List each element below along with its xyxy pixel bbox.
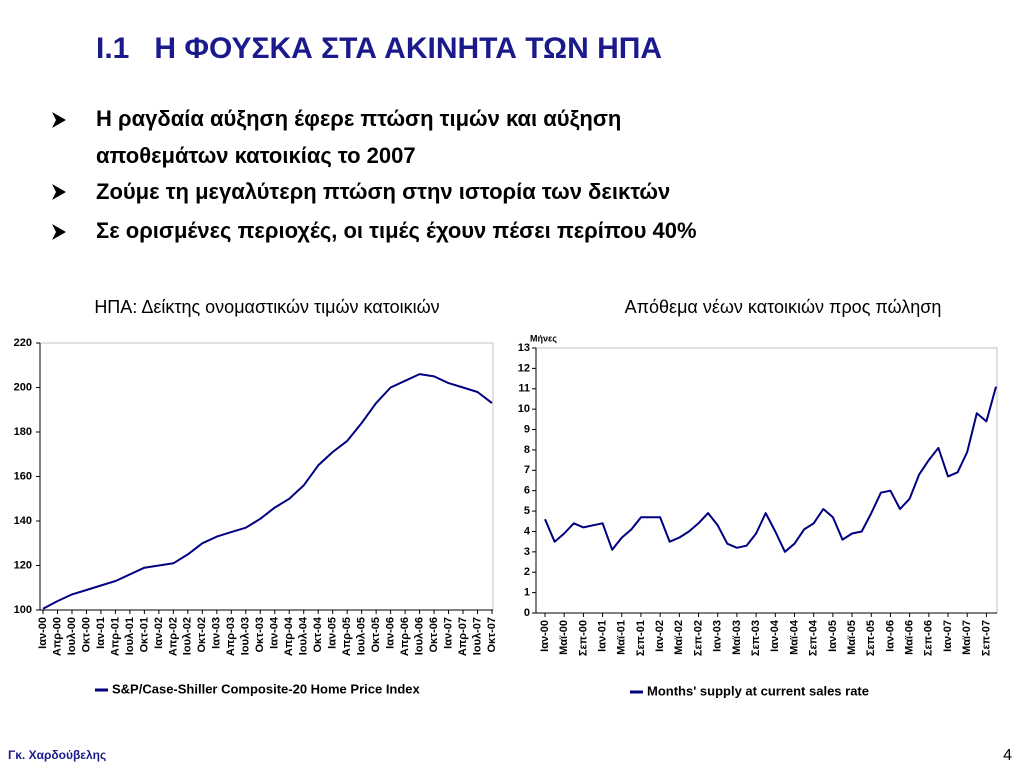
y-tick-label: 11 [518, 383, 530, 395]
x-tick-label: Μαϊ-05 [846, 620, 858, 655]
x-tick-label: Οκτ-03 [254, 617, 266, 653]
x-tick-label: Ιαν-03 [712, 620, 724, 652]
x-tick-label: Απρ-05 [341, 617, 353, 656]
data-line [42, 373, 493, 610]
x-tick-label: Μαϊ-00 [558, 620, 570, 655]
x-tick-label: Ιαν-01 [597, 620, 609, 652]
legend-label: Months' supply at current sales rate [647, 683, 869, 698]
y-tick-label: 8 [524, 444, 530, 456]
x-tick-label: Ιαν-06 [884, 620, 896, 652]
x-tick-label: Οκτ-00 [80, 617, 92, 653]
chart-title: ΗΠΑ: Δείκτης ονομαστικών τιμών κατοικιών [94, 297, 439, 317]
x-tick-label: Ιουλ-05 [356, 617, 368, 655]
y-tick-label: 9 [524, 423, 530, 435]
footer: Γκ. Χαρδούβελης [8, 748, 106, 762]
x-tick-label: Σεπ-00 [577, 620, 589, 656]
y-tick-label: 6 [524, 485, 530, 497]
x-tick-label: Ιαν-02 [153, 617, 165, 649]
x-tick-label: Ιαν-04 [269, 616, 281, 649]
y-tick-label: 5 [524, 505, 530, 517]
x-tick-label: Απρ-01 [109, 617, 121, 656]
x-tick-label: Μαϊ-01 [616, 620, 628, 655]
bullet-text: αποθεμάτων κατοικίας το 2007 [96, 143, 416, 168]
y-tick-label: 4 [524, 525, 531, 537]
x-tick-label: Ιαν-07 [442, 617, 454, 649]
bullet-arrow [52, 112, 66, 128]
x-tick-label: Απρ-03 [225, 617, 237, 656]
y-tick-label: 160 [14, 470, 32, 482]
y-tick-label: 220 [14, 337, 32, 349]
x-tick-label: Απρ-00 [51, 617, 63, 656]
x-tick-label: Οκτ-06 [428, 617, 440, 653]
bullet-icons [52, 112, 66, 240]
plot-area [535, 347, 998, 614]
x-tick-label: Μαϊ-04 [788, 619, 800, 655]
bullet-text: Σε ορισμένες περιοχές, οι τιμές έχουν πέ… [96, 218, 697, 243]
x-tick-label: Απρ-02 [167, 617, 179, 656]
x-tick-label: Ιαν-01 [95, 617, 107, 649]
x-tick-label: Σεπ-04 [808, 619, 820, 656]
legend-label: S&P/Case-Shiller Composite-20 Home Price… [112, 681, 421, 696]
x-tick-label: Σεπ-07 [980, 620, 992, 656]
bullet-arrow [52, 184, 66, 200]
x-tick-label: Μαϊ-02 [673, 620, 685, 655]
x-tick-label: Ιαν-05 [327, 617, 339, 649]
y-tick-label: 100 [14, 604, 32, 616]
bullet-text: Η ραγδαία αύξηση έφερε πτώση τιμών και α… [96, 106, 621, 131]
x-tick-label: Ιαν-00 [539, 620, 551, 652]
slide-title: I.1 Η ΦΟΥΣΚΑ ΣΤΑ ΑΚΙΝΗΤΑ ΤΩΝ ΗΠΑ [96, 32, 662, 65]
x-tick-label: Ιουλ-06 [414, 617, 426, 655]
x-tick-label: Ιουλ-01 [124, 617, 136, 655]
x-tick-label: Σεπ-03 [750, 620, 762, 656]
x-tick-label: Οκτ-04 [312, 616, 324, 652]
x-tick-label: Ιουλ-03 [240, 617, 252, 655]
x-tick-label: Σεπ-02 [692, 620, 704, 656]
y-tick-label: 10 [518, 403, 530, 415]
x-tick-label: Μαϊ-06 [904, 620, 916, 655]
x-tick-label: Ιαν-02 [654, 620, 666, 652]
x-tick-label: Ιαν-04 [769, 619, 781, 652]
x-tick-label: Ιαν-05 [827, 620, 839, 652]
x-tick-label: Ιουλ-02 [182, 617, 194, 655]
bullet-text: Ζούμε τη μεγαλύτερη πτώση στην ιστορία τ… [96, 179, 670, 204]
y-tick-label: 13 [518, 342, 530, 354]
x-tick-label: Μαϊ-07 [961, 620, 973, 655]
y-tick-label: 1 [524, 587, 530, 599]
y-tick-label: 3 [524, 546, 530, 558]
y-tick-label: 200 [14, 381, 32, 393]
y-tick-label: 0 [524, 607, 530, 619]
x-tick-label: Ιουλ-04 [298, 616, 310, 655]
x-tick-label: Ιαν-03 [211, 617, 223, 649]
x-tick-label: Οκτ-02 [196, 617, 208, 653]
bullet-arrow [52, 224, 66, 240]
x-tick-label: Ιουλ-00 [66, 617, 78, 655]
x-tick-label: Μαϊ-03 [731, 620, 743, 655]
x-tick-label: Σεπ-06 [923, 620, 935, 656]
x-tick-label: Ιαν-00 [37, 617, 49, 649]
plot-area [39, 342, 494, 611]
data-line [544, 386, 997, 553]
x-tick-label: Οκτ-05 [370, 617, 382, 653]
y-tick-label: 120 [14, 559, 32, 571]
x-tick-label: Οκτ-01 [138, 617, 150, 653]
x-tick-label: Ιουλ-07 [471, 617, 483, 655]
x-tick-label: Σεπ-01 [635, 620, 647, 656]
page-number: 4 [1003, 747, 1012, 764]
y-tick-label: 180 [14, 426, 32, 438]
y-tick-label: 7 [524, 464, 530, 476]
x-tick-label: Απρ-06 [399, 617, 411, 656]
y-tick-label: 12 [518, 362, 530, 374]
y-tick-label: 140 [14, 515, 32, 527]
x-tick-label: Ιαν-06 [385, 617, 397, 649]
chart-title: Απόθεμα νέων κατοικιών προς πώληση [625, 297, 942, 317]
x-tick-label: Απρ-07 [457, 617, 469, 656]
x-tick-label: Ιαν-07 [942, 620, 954, 652]
y-tick-label: 2 [524, 566, 530, 578]
y-axis-label: Μήνες [530, 333, 557, 343]
x-tick-label: Οκτ-07 [486, 617, 498, 653]
x-tick-label: Σεπ-05 [865, 620, 877, 656]
x-tick-label: Απρ-04 [283, 616, 295, 656]
